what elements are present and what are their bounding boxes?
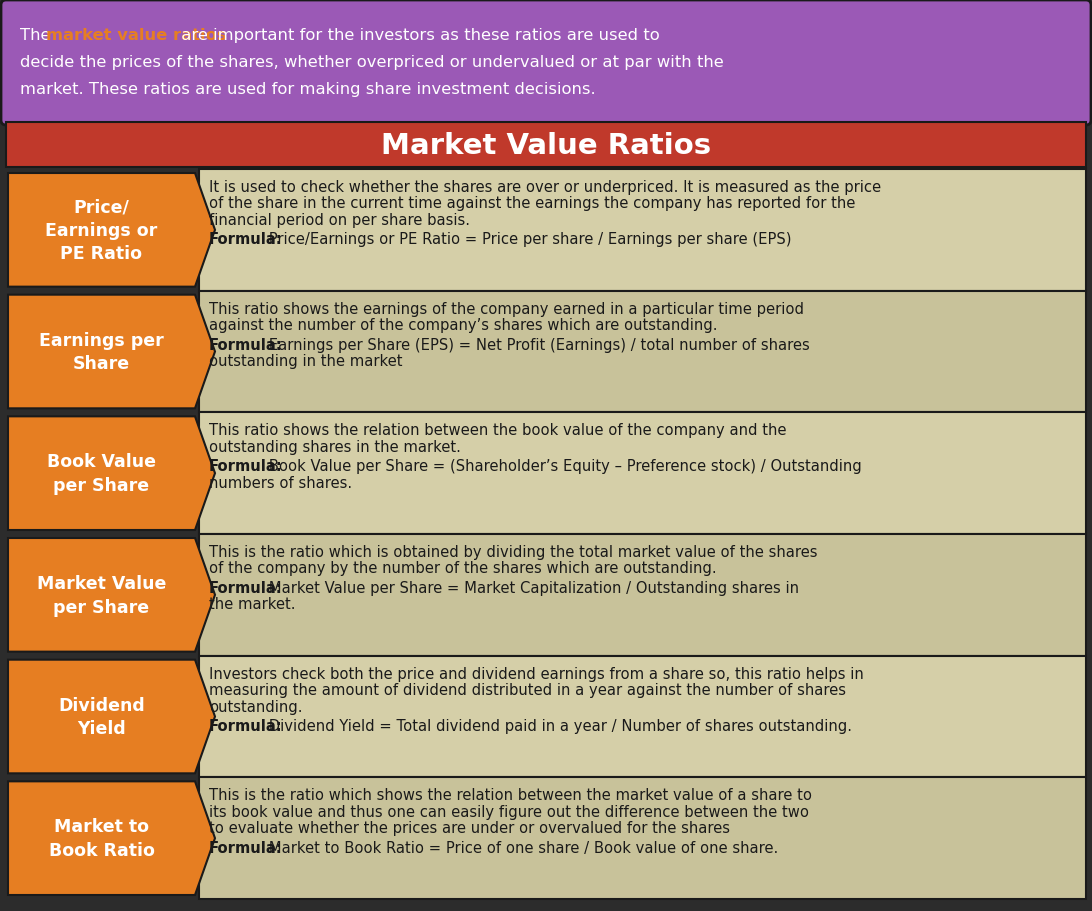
Text: This is the ratio which is obtained by dividing the total market value of the sh: This is the ratio which is obtained by d… <box>209 545 818 559</box>
FancyBboxPatch shape <box>5 123 1087 168</box>
Text: of the company by the number of the shares which are outstanding.: of the company by the number of the shar… <box>209 561 716 576</box>
Text: the market.: the market. <box>209 597 296 612</box>
Text: Formula:: Formula: <box>209 232 283 247</box>
Polygon shape <box>8 417 215 530</box>
Text: outstanding in the market: outstanding in the market <box>209 353 403 369</box>
Text: Market to
Book Ratio: Market to Book Ratio <box>48 817 154 859</box>
Text: outstanding shares in the market.: outstanding shares in the market. <box>209 439 461 455</box>
Text: Book Value
per Share: Book Value per Share <box>47 453 156 495</box>
Text: outstanding.: outstanding. <box>209 699 302 714</box>
Text: numbers of shares.: numbers of shares. <box>209 476 352 490</box>
FancyBboxPatch shape <box>199 413 1087 535</box>
Polygon shape <box>8 295 215 409</box>
Text: of the share in the current time against the earnings the company has reported f: of the share in the current time against… <box>209 196 855 211</box>
Text: Dividend
Yield: Dividend Yield <box>58 696 145 738</box>
Text: Earnings per
Share: Earnings per Share <box>39 332 164 373</box>
Text: Earnings per Share (EPS) = Net Profit (Earnings) / total number of shares: Earnings per Share (EPS) = Net Profit (E… <box>264 337 809 353</box>
Text: its book value and thus one can easily figure out the difference between the two: its book value and thus one can easily f… <box>209 804 809 819</box>
Text: Price/Earnings or PE Ratio = Price per share / Earnings per share (EPS): Price/Earnings or PE Ratio = Price per s… <box>264 232 792 247</box>
Text: Investors check both the price and dividend earnings from a share so, this ratio: Investors check both the price and divid… <box>209 666 864 681</box>
Polygon shape <box>8 782 215 895</box>
Text: against the number of the company’s shares which are outstanding.: against the number of the company’s shar… <box>209 318 717 333</box>
Text: market. These ratios are used for making share investment decisions.: market. These ratios are used for making… <box>20 82 595 97</box>
Text: financial period on per share basis.: financial period on per share basis. <box>209 213 470 228</box>
Text: Formula:: Formula: <box>209 580 283 596</box>
Text: The: The <box>20 28 56 43</box>
Text: Market to Book Ratio = Price of one share / Book value of one share.: Market to Book Ratio = Price of one shar… <box>264 840 778 855</box>
Polygon shape <box>8 538 215 652</box>
Text: Formula:: Formula: <box>209 719 283 733</box>
FancyBboxPatch shape <box>1 1 1091 126</box>
Text: market value ratios: market value ratios <box>46 28 227 43</box>
Text: Price/
Earnings or
PE Ratio: Price/ Earnings or PE Ratio <box>46 198 157 263</box>
Text: This is the ratio which shows the relation between the market value of a share t: This is the ratio which shows the relati… <box>209 787 812 803</box>
FancyBboxPatch shape <box>199 292 1087 413</box>
FancyBboxPatch shape <box>199 535 1087 656</box>
Text: Formula:: Formula: <box>209 459 283 474</box>
Text: Formula:: Formula: <box>209 840 283 855</box>
Text: measuring the amount of dividend distributed in a year against the number of sha: measuring the amount of dividend distrib… <box>209 682 846 698</box>
Text: Market Value
per Share: Market Value per Share <box>37 575 166 616</box>
Text: Book Value per Share = (Shareholder’s Equity – Preference stock) / Outstanding: Book Value per Share = (Shareholder’s Eq… <box>264 459 862 474</box>
Text: This ratio shows the relation between the book value of the company and the: This ratio shows the relation between th… <box>209 423 786 438</box>
FancyBboxPatch shape <box>199 169 1087 292</box>
Text: It is used to check whether the shares are over or underpriced. It is measured a: It is used to check whether the shares a… <box>209 179 881 195</box>
Text: Market Value per Share = Market Capitalization / Outstanding shares in: Market Value per Share = Market Capitali… <box>264 580 799 596</box>
Text: Market Value Ratios: Market Value Ratios <box>381 131 711 159</box>
Text: decide the prices of the shares, whether overpriced or undervalued or at par wit: decide the prices of the shares, whether… <box>20 55 724 70</box>
Polygon shape <box>8 660 215 773</box>
Text: This ratio shows the earnings of the company earned in a particular time period: This ratio shows the earnings of the com… <box>209 302 804 316</box>
FancyBboxPatch shape <box>199 656 1087 777</box>
Text: are important for the investors as these ratios are used to: are important for the investors as these… <box>176 28 660 43</box>
Polygon shape <box>8 174 215 287</box>
Text: Formula:: Formula: <box>209 337 283 353</box>
Text: to evaluate whether the prices are under or overvalued for the shares: to evaluate whether the prices are under… <box>209 821 729 835</box>
FancyBboxPatch shape <box>199 777 1087 899</box>
Text: Dividend Yield = Total dividend paid in a year / Number of shares outstanding.: Dividend Yield = Total dividend paid in … <box>264 719 852 733</box>
